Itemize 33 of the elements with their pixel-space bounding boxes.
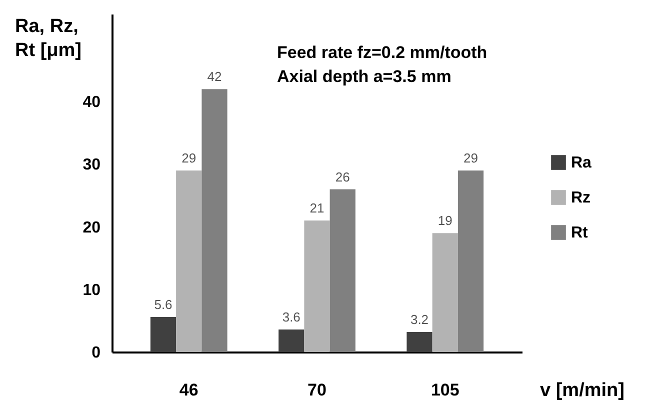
x-tick-label: 46 xyxy=(179,380,198,400)
y-tick-label: 30 xyxy=(82,156,101,174)
data-label: 26 xyxy=(335,169,350,184)
y-tick-label: 20 xyxy=(82,219,101,236)
annotation: Axial depth a=3.5 mm xyxy=(277,67,452,86)
y-tick-label: 0 xyxy=(92,344,101,362)
data-label: 5.6 xyxy=(154,296,172,312)
data-label: 29 xyxy=(464,150,478,166)
data-label: 19 xyxy=(438,213,452,228)
data-label: 21 xyxy=(310,200,324,216)
bar xyxy=(202,89,228,352)
bar xyxy=(278,329,304,352)
x-tick-label: 70 xyxy=(308,380,326,400)
bar xyxy=(406,332,432,352)
data-label: 29 xyxy=(182,150,196,166)
x-tick-label: 105 xyxy=(430,380,460,400)
legend-label: Ra xyxy=(571,154,592,172)
bar xyxy=(150,316,176,352)
y-tick-label: 40 xyxy=(82,94,101,112)
data-label: 3.2 xyxy=(410,312,429,327)
data-label: 42 xyxy=(207,69,222,84)
y-tick-label: 10 xyxy=(82,282,101,299)
data-label: 3.6 xyxy=(282,309,300,324)
legend-label: Rt xyxy=(571,224,589,242)
y-axis-title: Ra, Rz, Rt [μm] xyxy=(15,16,82,61)
bar xyxy=(176,170,202,352)
legend-label: Rz xyxy=(571,190,591,206)
bar xyxy=(304,220,330,352)
bar xyxy=(458,170,484,352)
annotation: Feed rate fz=0.2 mm/tooth xyxy=(277,43,488,62)
bar xyxy=(432,233,458,352)
x-axis-title: v [m/min] xyxy=(540,380,624,401)
bar xyxy=(330,189,356,352)
